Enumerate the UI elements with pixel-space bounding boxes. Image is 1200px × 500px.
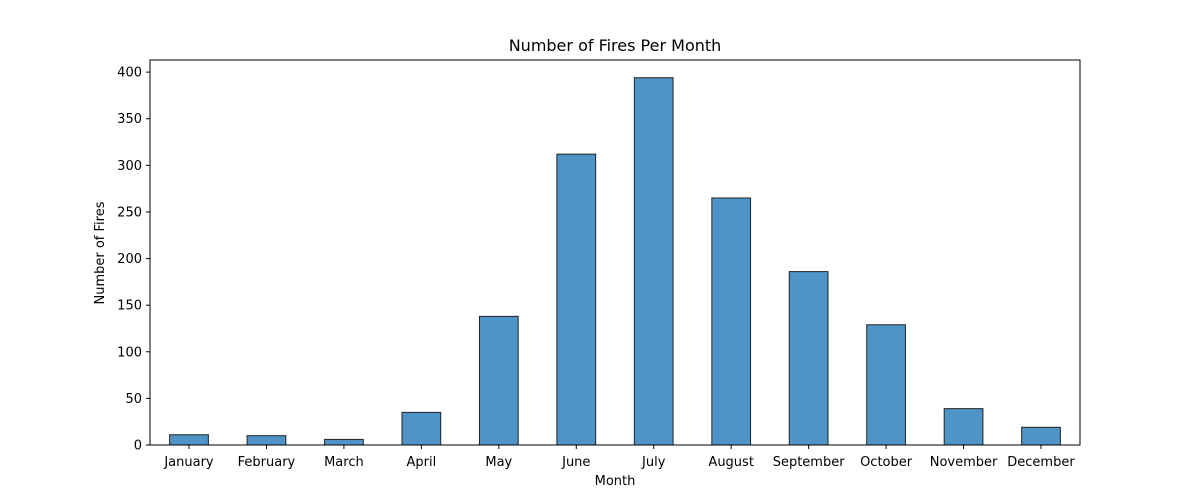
y-tick-label: 300 [117,159,142,174]
x-tick-label: April [407,455,437,470]
x-tick-label: September [773,455,846,470]
y-tick-label: 0 [134,439,142,454]
x-tick-label: August [708,455,754,470]
x-tick-label: June [561,455,590,470]
bar-may [478,315,519,446]
y-tick-label: 400 [117,66,142,81]
bar-june [556,153,597,446]
bar-november [943,408,984,446]
x-tick-label: May [485,455,512,470]
x-tick-label: February [238,455,296,470]
bar-december [1021,426,1061,446]
x-tick-label: July [641,455,666,470]
y-tick-label: 350 [117,112,142,127]
bar-july [633,77,674,446]
bar-october [866,324,906,446]
y-tick-label: 200 [117,252,142,267]
bars-group [169,77,1061,446]
x-tick-label: March [324,455,364,470]
y-tick-label: 100 [117,345,142,360]
chart-title: Number of Fires Per Month [509,36,722,55]
bar-january [169,434,209,446]
x-axis: January February March April May June July Augu… [163,445,1075,470]
axes-frame [149,59,1081,446]
bar-september [788,271,829,446]
x-axis-label: Month [595,474,636,489]
x-tick-label: January [163,455,214,470]
x-tick-label: December [1007,455,1075,470]
bar-march [324,438,364,446]
y-tick-label: 50 [125,392,142,407]
x-tick-label: November [930,455,998,470]
y-axis-label: Number of Fires [93,201,108,304]
bar-february [246,435,287,446]
x-tick-label: October [860,455,913,470]
y-tick-label: 150 [117,299,142,314]
bar-april [401,411,442,446]
bar-august [711,197,752,446]
y-axis: 0 50 100 150 200 250 300 350 400 [117,66,150,454]
y-tick-label: 250 [117,205,142,220]
